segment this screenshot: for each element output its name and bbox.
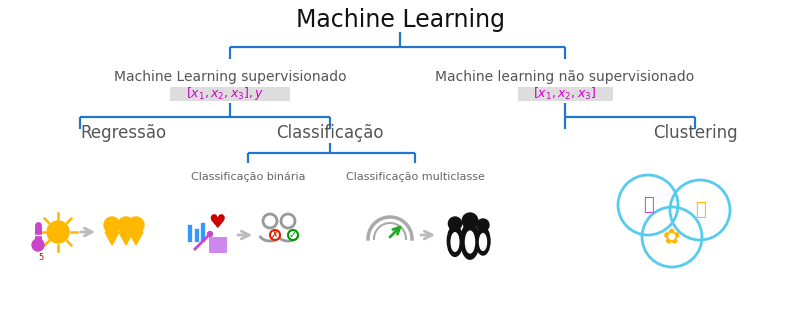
Text: Classificação: Classificação (276, 124, 384, 142)
Circle shape (462, 213, 478, 228)
FancyBboxPatch shape (209, 237, 227, 253)
Text: ✗: ✗ (271, 230, 279, 240)
Ellipse shape (447, 226, 462, 256)
Ellipse shape (451, 233, 459, 251)
Text: Machine Learning supervisionado: Machine Learning supervisionado (114, 70, 346, 84)
Ellipse shape (461, 223, 479, 259)
Polygon shape (129, 232, 143, 245)
Circle shape (477, 219, 489, 231)
Text: ✓: ✓ (289, 230, 297, 240)
Circle shape (207, 231, 213, 237)
Text: 🌹: 🌹 (642, 196, 654, 214)
Text: Classificação multiclasse: Classificação multiclasse (346, 172, 485, 182)
Ellipse shape (466, 231, 474, 253)
Text: 🌷: 🌷 (694, 201, 706, 219)
FancyBboxPatch shape (187, 224, 192, 242)
Text: 5: 5 (38, 253, 44, 262)
FancyBboxPatch shape (518, 87, 613, 101)
Circle shape (47, 221, 69, 243)
Text: Classificação binária: Classificação binária (190, 172, 306, 182)
Ellipse shape (476, 227, 490, 255)
Text: Regressão: Regressão (80, 124, 166, 142)
Text: $[x_1,x_2,x_3]$: $[x_1,x_2,x_3]$ (534, 86, 597, 102)
Text: Machine Learning: Machine Learning (295, 8, 505, 32)
Circle shape (104, 217, 120, 233)
Text: $[x_1,x_2,x_3]$$, y$: $[x_1,x_2,x_3]$$, y$ (186, 85, 264, 102)
Polygon shape (119, 232, 133, 245)
Circle shape (118, 217, 134, 233)
Ellipse shape (479, 234, 486, 250)
Circle shape (128, 217, 144, 233)
FancyBboxPatch shape (200, 222, 205, 242)
Text: Clustering: Clustering (653, 124, 738, 142)
Circle shape (448, 217, 462, 230)
Text: ♥: ♥ (208, 214, 226, 232)
Text: Machine learning não supervisionado: Machine learning não supervisionado (435, 70, 694, 84)
Text: ✿: ✿ (663, 227, 681, 247)
Polygon shape (105, 232, 119, 245)
Circle shape (288, 230, 298, 240)
Circle shape (270, 230, 280, 240)
FancyBboxPatch shape (194, 228, 199, 242)
Circle shape (32, 239, 44, 251)
FancyBboxPatch shape (170, 87, 290, 101)
